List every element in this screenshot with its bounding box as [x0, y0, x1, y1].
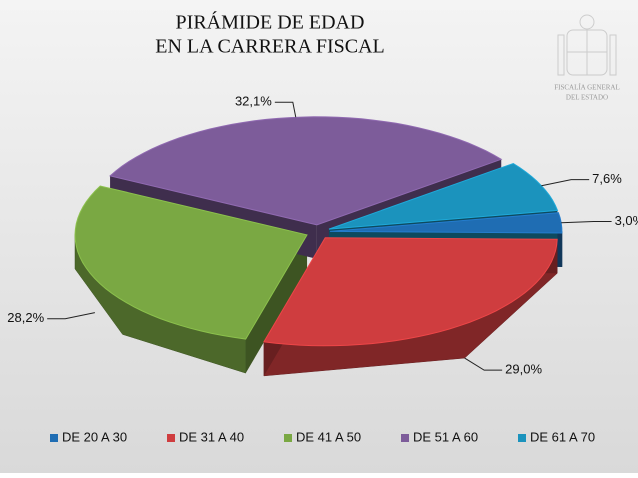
legend-label: DE 51 A 60 [413, 429, 478, 444]
data-label: 32,1% [235, 94, 272, 109]
chart-subtitle: EN LA CARRERA FISCAL [155, 36, 384, 58]
legend-marker [284, 434, 292, 442]
logo-text: DEL ESTADO [566, 94, 608, 102]
legend-label: DE 41 A 50 [296, 429, 361, 444]
legend-label: DE 20 A 30 [62, 429, 127, 444]
logo-text: FISCALÍA GENERAL [554, 84, 620, 92]
data-label: 3,0% [615, 213, 638, 228]
legend-marker [50, 434, 58, 442]
data-label: 28,2% [7, 310, 44, 325]
legend-label: DE 61 A 70 [530, 429, 595, 444]
data-label: 7,6% [592, 171, 622, 186]
data-label: 29,0% [505, 362, 542, 377]
legend-marker [518, 434, 526, 442]
legend-marker [401, 434, 409, 442]
chart-title: PIRÁMIDE DE EDAD [176, 11, 365, 34]
legend-marker [167, 434, 175, 442]
legend-label: DE 31 A 40 [179, 429, 244, 444]
